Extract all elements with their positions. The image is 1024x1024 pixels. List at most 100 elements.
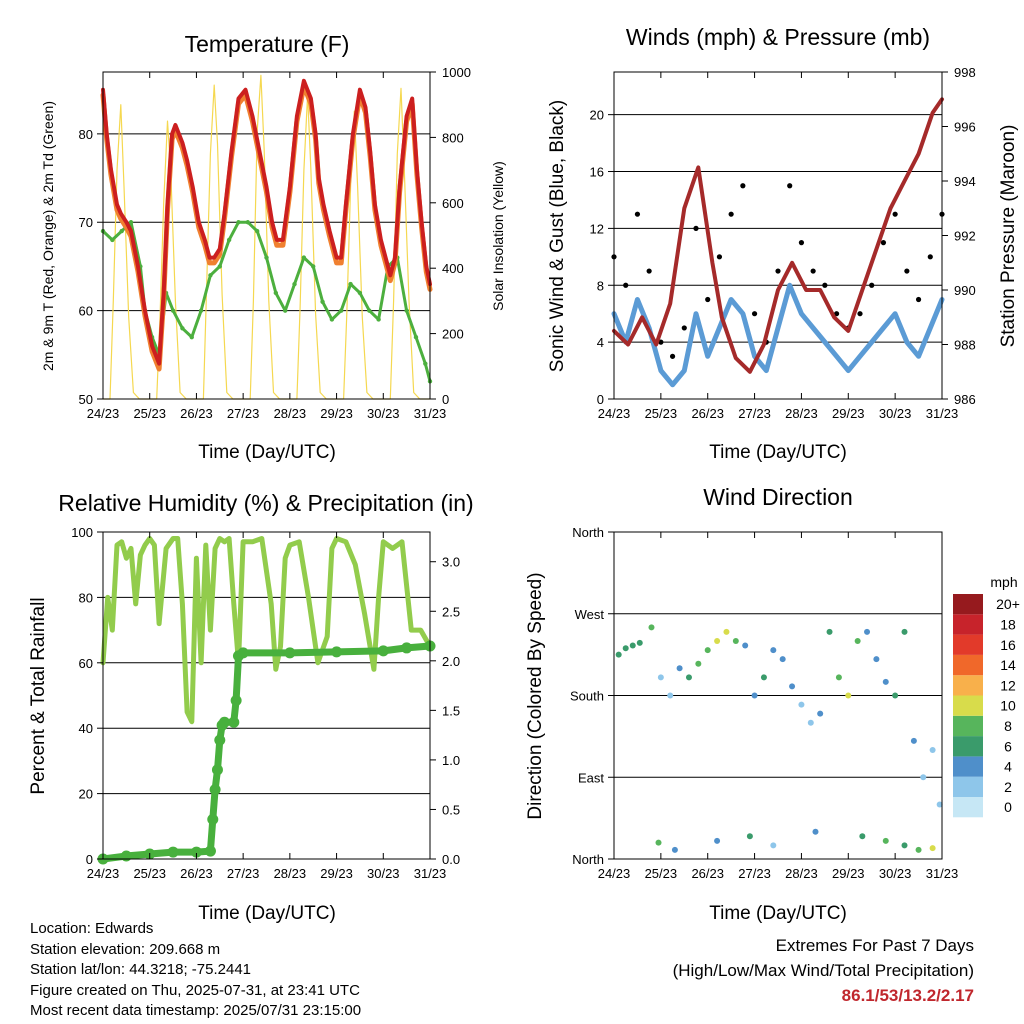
y-tick-label-right: 1000 [442, 65, 471, 80]
legend-label: 8 [1004, 718, 1012, 734]
dewpoint-point [264, 255, 269, 260]
legend-swatch [953, 776, 983, 797]
dewpoint-point [226, 237, 232, 243]
legend-label: 10 [1000, 698, 1016, 714]
direction-panel: Wind Direction North East South West North 2… [525, 484, 1020, 924]
x-tick-label: 27/23 [227, 866, 260, 881]
temperature-xlabel: Time (Day/UTC) [198, 442, 336, 463]
rainfall-point [230, 694, 242, 706]
temperature-ylabel: 2m & 9m T (Red, Orange) & 2m Td (Green) [40, 101, 56, 371]
speed-legend: 0 2 4 6 8 10 12 14 16 18 20+ [953, 594, 1020, 818]
y-tick-label-right: 990 [954, 283, 976, 298]
winds-ylabel-right: Station Pressure (Maroon) [998, 125, 1019, 348]
dewpoint-point [311, 264, 316, 269]
y-tick-label: 12 [590, 221, 604, 236]
pressure-line [612, 97, 944, 374]
x-tick-label: 24/23 [87, 406, 120, 421]
dewpoint-point [357, 290, 363, 296]
y-tick-label-right: 998 [954, 65, 976, 80]
gust-point [904, 268, 910, 274]
station-info: Location: Edwards Station elevation: 209… [30, 919, 361, 1022]
sonic-wind-line [611, 282, 945, 388]
station-latlon: Station lat/lon: 44.3218; -75.2441 [30, 961, 252, 978]
direction-point [936, 801, 943, 808]
x-tick-label: 30/23 [879, 406, 912, 421]
x-tick-label: 25/23 [645, 866, 678, 881]
legend-swatch [953, 614, 983, 635]
temperature-panel: Temperature (F) 50 60 70 80 0 200 400 600 800 10… [40, 31, 506, 463]
direction-point [826, 628, 833, 635]
dewpoint-point [282, 308, 288, 313]
humidity-panel: Relative Humidity (%) & Precipitation (i… [28, 490, 474, 924]
legend-label: 2 [1004, 779, 1012, 795]
extremes-subtitle: (High/Low/Max Wind/Total Precipitation) [672, 961, 974, 980]
x-tick-label: 29/23 [320, 406, 353, 421]
dewpoint-point [404, 308, 409, 313]
gust-point [740, 183, 746, 189]
winds-panel: Winds (mph) & Pressure (mb) 0 4 8 12 16 20 98… [547, 24, 1019, 463]
direction-point [920, 774, 927, 781]
dewpoint-point [217, 264, 222, 269]
gust-point [810, 268, 816, 274]
direction-point [704, 647, 711, 654]
direction-point [845, 692, 852, 699]
y-tick-label: 4 [597, 335, 604, 350]
gust-point [705, 296, 711, 303]
humidity-ylabel: Percent & Total Rainfall [28, 597, 49, 794]
x-tick-label: 26/23 [180, 866, 213, 881]
y-tick-label: 20 [590, 108, 604, 123]
y-tick-label: 70 [79, 215, 93, 230]
dewpoint-point [329, 317, 335, 322]
x-tick-label: 26/23 [691, 406, 724, 421]
x-tick-label: 28/23 [785, 406, 818, 421]
legend-label: 18 [1000, 616, 1016, 632]
rainfall-point [218, 716, 230, 728]
x-tick-label: 25/23 [133, 406, 166, 421]
winds-frame [613, 71, 943, 400]
extremes-box: Extremes For Past 7 Days (High/Low/Max W… [673, 933, 974, 1008]
dewpoint-point [236, 220, 241, 225]
legend-label: 4 [1004, 759, 1012, 775]
dewpoint-point [301, 255, 307, 260]
direction-point [901, 842, 908, 849]
direction-point [685, 674, 692, 681]
direction-point [770, 842, 777, 849]
y-tick-label-right: 600 [442, 196, 464, 211]
direction-label: South [570, 689, 604, 704]
winds-title: Winds (mph) & Pressure (mb) [626, 24, 930, 50]
direction-xlabel: Time (Day/UTC) [709, 903, 847, 924]
x-tick-label: 24/23 [598, 866, 631, 881]
direction-point [657, 674, 664, 681]
legend-swatch [953, 695, 983, 716]
y-tick-label: 80 [79, 127, 93, 142]
direction-label: North [572, 525, 604, 540]
rainfall-point [237, 647, 249, 659]
rainfall-point [214, 734, 226, 746]
gust-point [915, 296, 922, 303]
x-tick-label: 29/23 [832, 406, 865, 421]
x-tick-label: 28/23 [274, 406, 307, 421]
y-tick-label-right: 200 [442, 327, 464, 342]
x-tick-label: 24/23 [87, 866, 120, 881]
y-tick-label-right: 1.0 [442, 753, 460, 768]
y-tick-label-right: 400 [442, 261, 464, 276]
direction-point [812, 828, 819, 835]
temperature-title: Temperature (F) [185, 31, 350, 57]
direction-point [742, 642, 749, 649]
direction-point [636, 639, 643, 646]
y-tick-label: 60 [79, 656, 93, 671]
gust-point [634, 211, 641, 217]
x-tick-label: 25/23 [133, 866, 166, 881]
gust-point [751, 311, 758, 317]
y-tick-label: 8 [597, 278, 604, 293]
direction-point [714, 837, 721, 844]
gust-point [869, 282, 875, 288]
direction-point [751, 692, 758, 699]
x-tick-label: 30/23 [879, 866, 912, 881]
temp-2m-line [101, 78, 432, 366]
gust-point [669, 353, 676, 359]
legend-swatch [953, 797, 983, 818]
dewpoint-point [170, 308, 176, 313]
rainfall-point [207, 813, 219, 825]
